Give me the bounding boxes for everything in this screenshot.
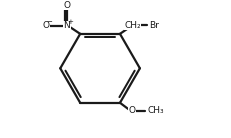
Text: O: O [43,21,50,30]
Text: +: + [67,19,73,25]
Text: O: O [63,1,70,10]
Text: N: N [63,21,70,30]
Text: −: − [46,19,52,25]
Text: CH₃: CH₃ [146,106,163,115]
Text: CH₂: CH₂ [124,21,140,30]
Text: O: O [128,106,135,115]
Text: Br: Br [149,21,159,30]
